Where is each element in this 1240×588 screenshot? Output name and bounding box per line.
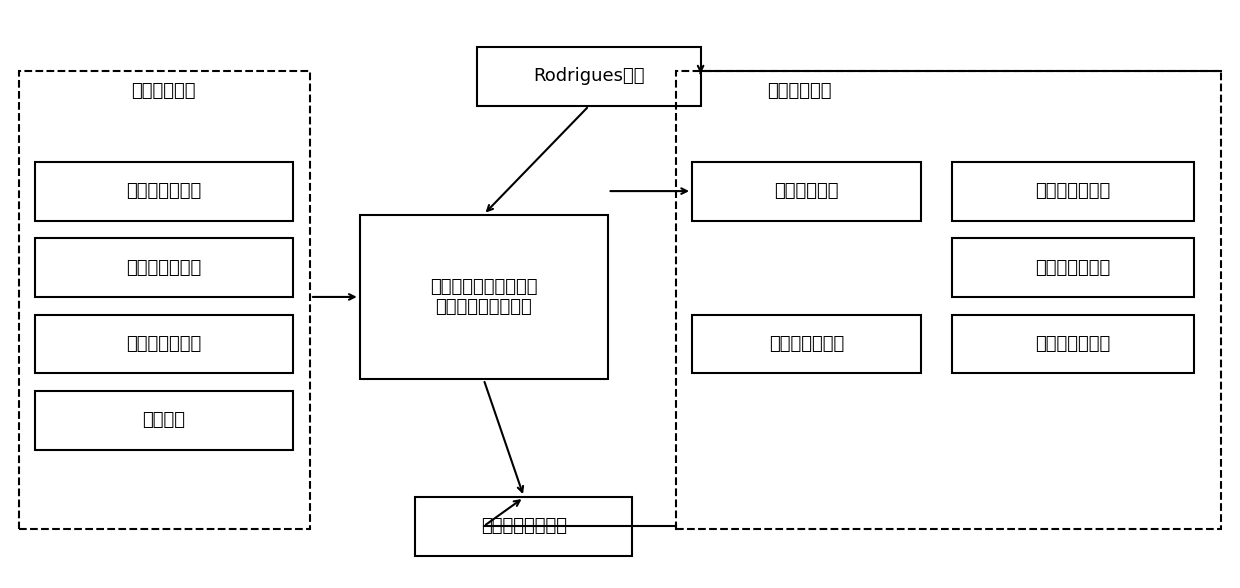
- Text: 航天器姿态限制: 航天器姿态限制: [769, 335, 844, 353]
- FancyBboxPatch shape: [477, 47, 701, 106]
- Text: Rodrigues参数: Rodrigues参数: [533, 68, 645, 85]
- FancyBboxPatch shape: [952, 162, 1194, 220]
- FancyBboxPatch shape: [952, 238, 1194, 297]
- FancyBboxPatch shape: [952, 315, 1194, 373]
- Text: 航天器任务需求: 航天器任务需求: [126, 259, 201, 276]
- FancyBboxPatch shape: [35, 315, 293, 373]
- FancyBboxPatch shape: [35, 391, 293, 450]
- FancyBboxPatch shape: [692, 315, 921, 373]
- Text: 轨道规划结果: 轨道规划结果: [774, 182, 839, 200]
- FancyBboxPatch shape: [35, 238, 293, 297]
- FancyBboxPatch shape: [692, 162, 921, 220]
- FancyBboxPatch shape: [360, 215, 608, 379]
- Text: 基于混沌种群变异的自
适应鸽群改进型算法: 基于混沌种群变异的自 适应鸽群改进型算法: [430, 278, 537, 316]
- Text: 姿态轨道规划结果: 姿态轨道规划结果: [481, 517, 567, 535]
- FancyBboxPatch shape: [415, 497, 632, 556]
- Text: 航天器任务需求: 航天器任务需求: [1035, 335, 1111, 353]
- Text: 航天器编队模式: 航天器编队模式: [126, 182, 201, 200]
- Text: 成员星相对位置: 成员星相对位置: [126, 335, 201, 353]
- Text: 航天器姿态要求: 航天器姿态要求: [1035, 182, 1111, 200]
- FancyBboxPatch shape: [35, 162, 293, 220]
- Text: 轨道规划模型: 轨道规划模型: [131, 82, 196, 100]
- Text: 姿态规划模型: 姿态规划模型: [768, 82, 832, 100]
- Text: 航天器载荷性质: 航天器载荷性质: [1035, 259, 1111, 276]
- Text: 目标位置: 目标位置: [143, 412, 185, 429]
